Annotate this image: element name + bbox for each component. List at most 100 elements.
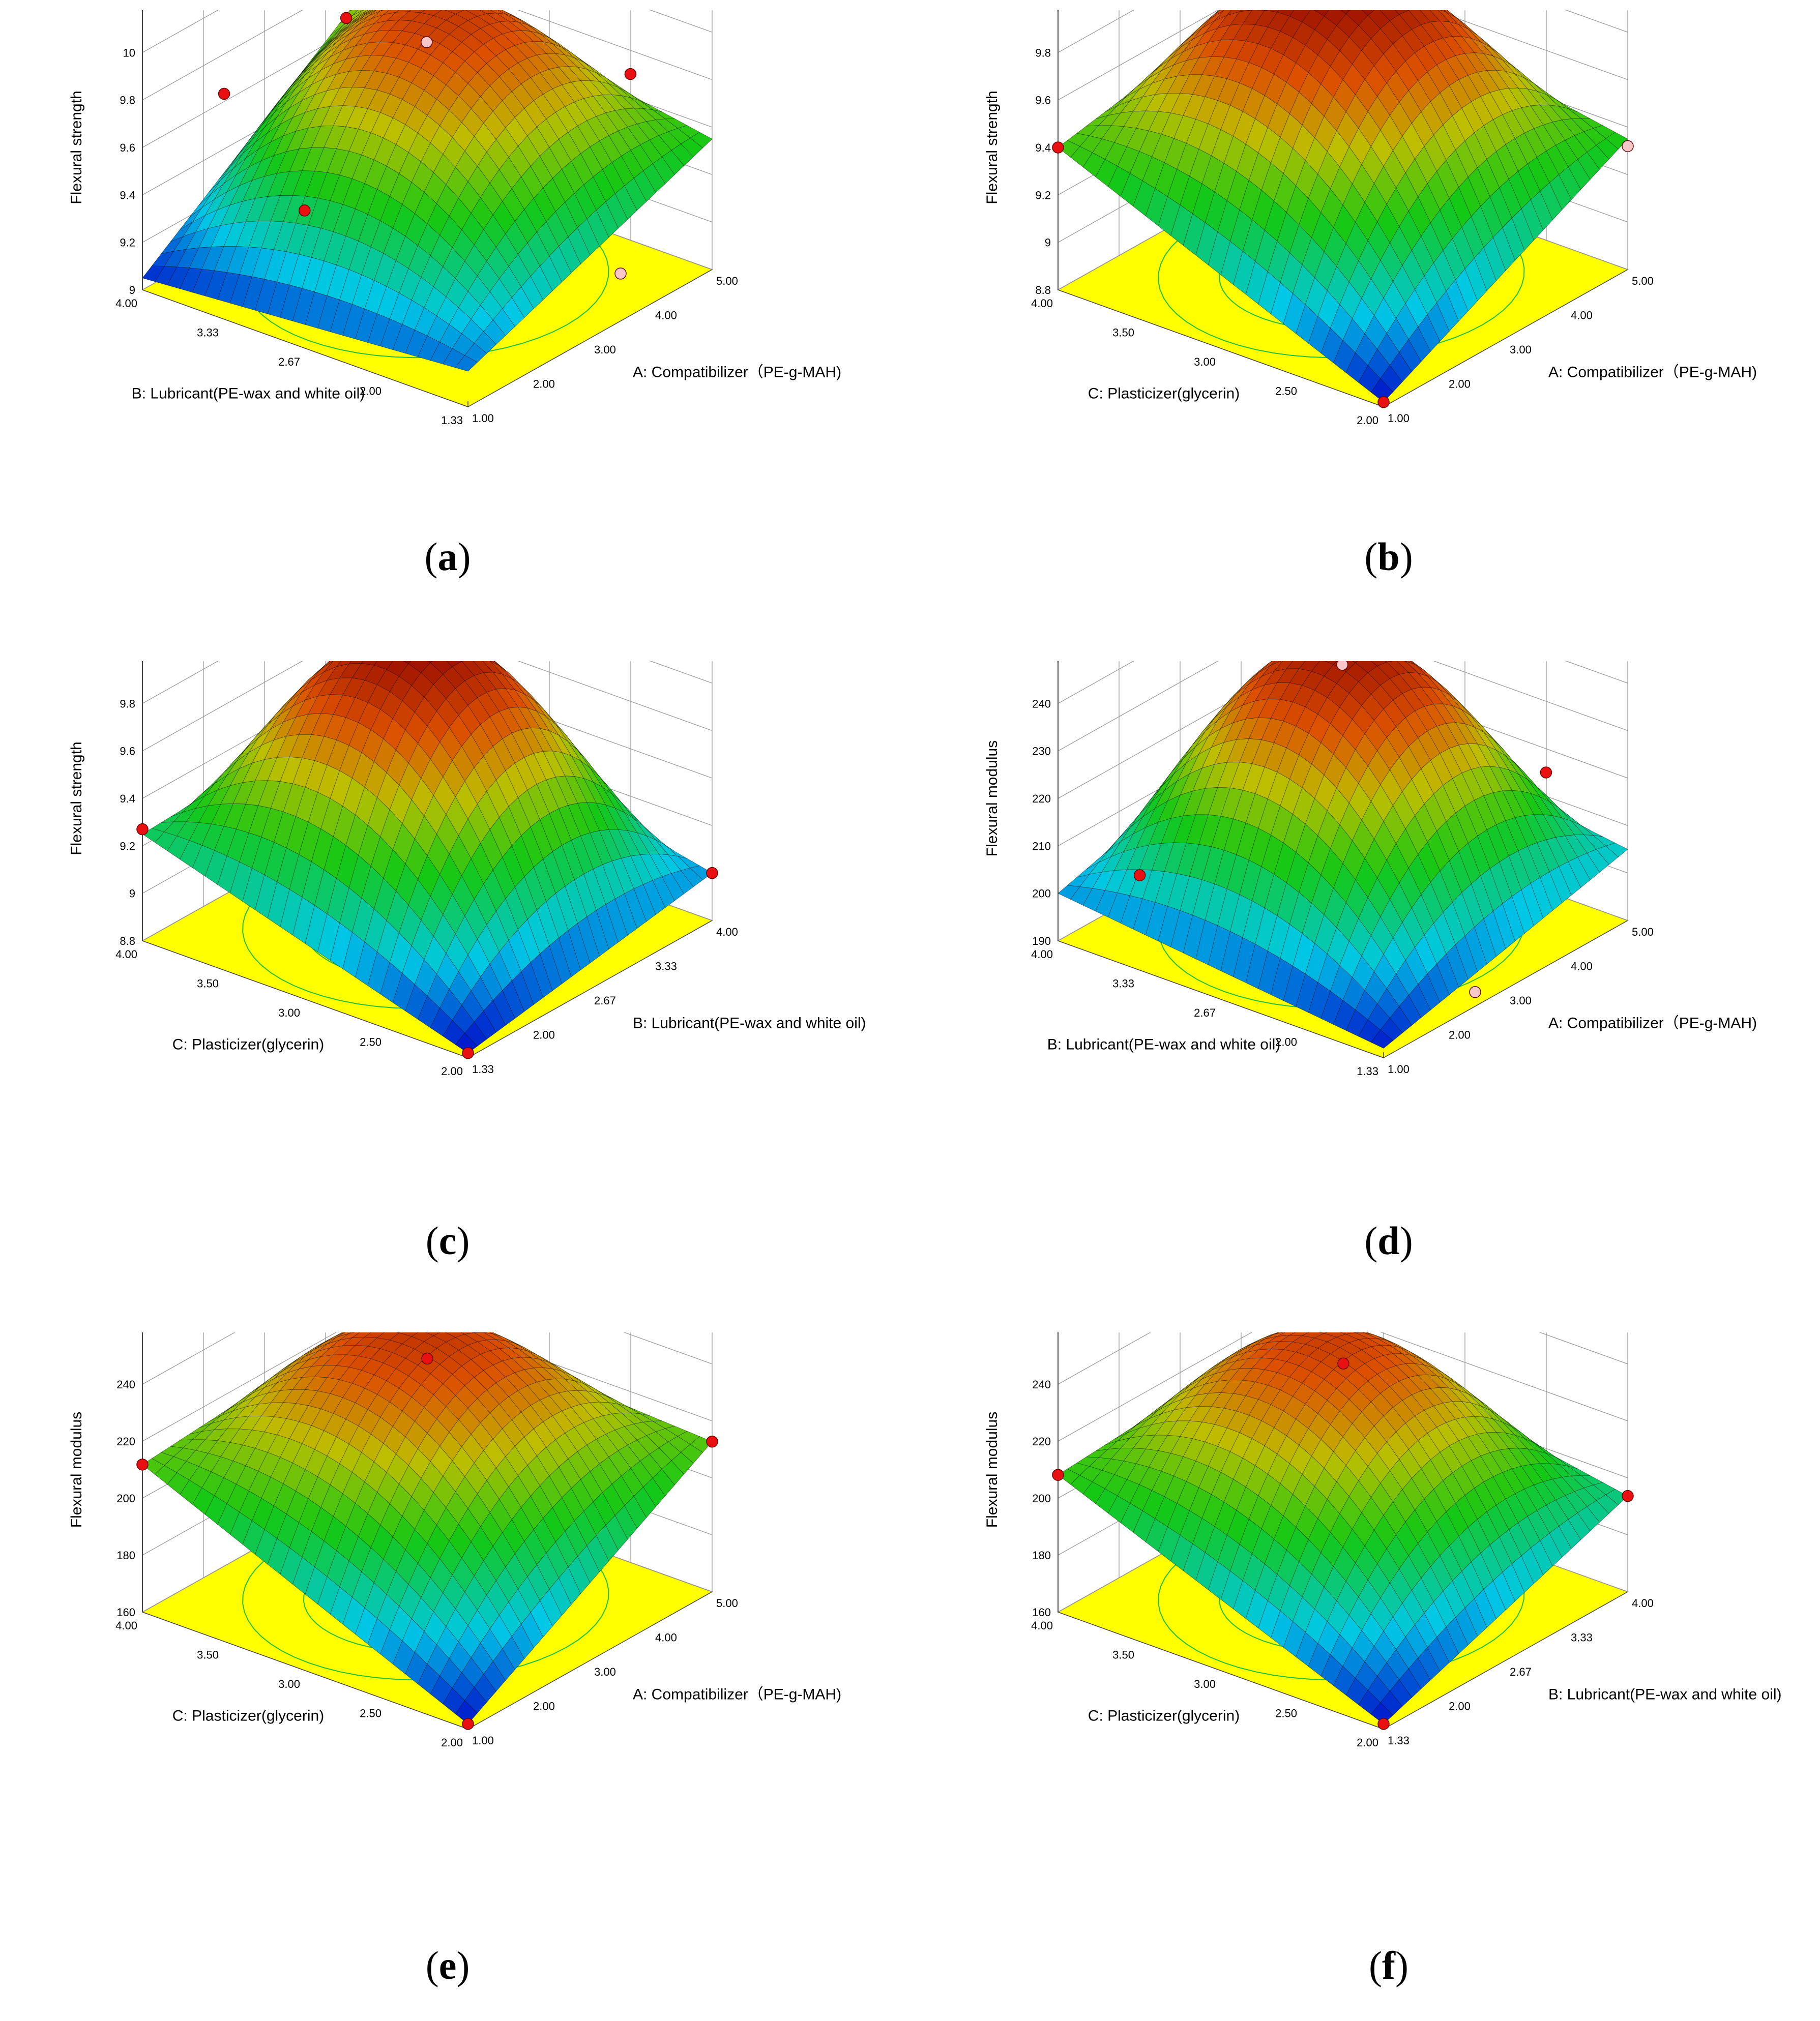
x-tick-label: 1.33 — [1388, 1734, 1410, 1747]
x-tick-labels: 1.00 2.00 3.00 4.00 5.00 — [1388, 275, 1654, 425]
z-tick-label: 240 — [116, 1378, 135, 1391]
design-point — [706, 867, 718, 879]
x-tick-label: 1.00 — [1388, 1063, 1410, 1076]
x-tick-label: 2.67 — [594, 994, 616, 1007]
z-tick-label: 200 — [1032, 887, 1051, 900]
z-tick-label: 180 — [1032, 1549, 1051, 1562]
z-tick-label: 9.8 — [120, 697, 135, 710]
x-tick-label: 2.00 — [1449, 1029, 1471, 1042]
design-point — [1622, 1490, 1634, 1502]
panel-caption: (a) — [424, 534, 471, 579]
z-tick-label: 10.2 — [113, 10, 135, 12]
design-point — [1337, 1357, 1349, 1370]
y-tick-label: 2.00 — [1275, 1036, 1297, 1049]
y-tick-label: 2.00 — [441, 1065, 463, 1078]
panel-caption: (c) — [425, 1218, 470, 1263]
panel-f: 1601802002202402601.332.002.673.334.002.… — [984, 1332, 1782, 1749]
y-tick-label: 2.00 — [1357, 1736, 1378, 1749]
z-tick-label: 9.8 — [120, 94, 135, 107]
x-tick-labels: 1.33 2.00 2.67 3.33 4.00 — [472, 926, 738, 1076]
z-tick-label: 9.4 — [1035, 141, 1051, 154]
surface-cell — [455, 355, 478, 372]
x-tick-label: 3.00 — [594, 343, 616, 356]
z-tick-labels: 9 9.2 9.4 9.6 9.8 10 10.2 — [113, 10, 135, 296]
design-point — [1133, 869, 1146, 881]
grid-line — [142, 1332, 713, 1442]
y-tick-label: 4.00 — [115, 1619, 137, 1632]
response-surface — [142, 1332, 713, 1725]
y-tick-label: 4.00 — [115, 948, 137, 961]
z-tick-label: 220 — [1032, 792, 1051, 805]
design-point — [299, 204, 311, 217]
design-point — [340, 12, 353, 24]
x-tick-label: 2.00 — [533, 1029, 555, 1042]
x-tick-labels: 1.00 2.00 3.00 4.00 5.00 — [472, 275, 738, 425]
y-tick-label: 2.67 — [278, 355, 300, 368]
z-tick-label: 160 — [1032, 1606, 1051, 1619]
z-tick-label: 10 — [123, 46, 135, 59]
z-axis-label: Flexural strength — [68, 91, 85, 204]
x-axis-label: A: Compatibilizer（PE-g-MAH) — [633, 1686, 841, 1703]
x-tick-label: 4.00 — [1632, 1597, 1654, 1610]
z-tick-label: 9.4 — [120, 792, 135, 805]
design-points — [1133, 661, 1552, 998]
y-tick-label: 3.33 — [1112, 977, 1134, 990]
y-tick-label: 3.50 — [1112, 1649, 1134, 1661]
design-points — [1052, 1357, 1634, 1730]
panel-caption-letter: e — [438, 1943, 457, 1987]
y-tick-label: 3.33 — [197, 326, 219, 339]
y-tick-labels: 2.00 2.50 3.00 3.50 4.00 — [115, 948, 463, 1078]
design-point — [462, 1718, 474, 1730]
design-point — [218, 87, 230, 100]
y-axis-label: C: Plasticizer(glycerin) — [172, 1036, 324, 1053]
x-tick-label: 4.00 — [716, 926, 738, 938]
y-axis-label: C: Plasticizer(glycerin) — [1088, 1708, 1240, 1725]
y-tick-label: 1.33 — [1357, 1065, 1378, 1078]
y-tick-labels: 1.33 2.00 2.67 3.33 4.00 — [115, 297, 463, 427]
y-tick-label: 2.67 — [1194, 1006, 1216, 1019]
design-points — [136, 1352, 718, 1730]
grid-line — [1058, 1332, 1628, 1442]
z-tick-labels: 8.8 9 9.2 9.4 9.6 9.8 10 — [1035, 10, 1051, 296]
x-axis-label: A: Compatibilizer（PE-g-MAH) — [633, 364, 841, 381]
x-tick-label: 1.00 — [1388, 412, 1410, 425]
y-axis-label: C: Plasticizer(glycerin) — [172, 1708, 324, 1725]
x-tick-label: 2.67 — [1510, 1666, 1532, 1678]
panel-caption: (e) — [425, 1943, 470, 1987]
x-tick-label: 5.00 — [716, 275, 738, 287]
panel-e: 160 180 200 220 240 260 1.00 2.00 3.00 4.00 5.00 2.… — [68, 1332, 841, 1749]
design-point — [624, 68, 637, 80]
y-tick-label: 3.50 — [1112, 326, 1134, 339]
surface-cell — [1370, 1702, 1394, 1725]
x-axis-label: B: Lubricant(PE-wax and white oil) — [1548, 1686, 1782, 1703]
z-tick-label: 9.6 — [1035, 94, 1051, 107]
design-point — [706, 1435, 718, 1448]
design-point — [1052, 1469, 1064, 1481]
grid-line — [1058, 661, 1628, 752]
design-point — [1052, 141, 1064, 154]
x-tick-labels: 1.00 2.00 3.00 4.00 5.00 — [472, 1597, 738, 1747]
panel-b: 8.8 9 9.2 9.4 9.6 9.8 10 1.00 2.00 3.00 4.00 5.00 2.… — [984, 10, 1757, 427]
y-tick-label: 3.50 — [197, 977, 219, 990]
y-axis-label: B: Lubricant(PE-wax and white oil) — [1047, 1036, 1281, 1053]
panel-caption-letter: f — [1382, 1943, 1395, 1987]
panel-caption: (b) — [1364, 534, 1413, 579]
design-points — [136, 823, 718, 1059]
z-axis-label: Flexural strength — [68, 741, 85, 855]
response-surface — [1058, 10, 1628, 403]
z-tick-label: 220 — [116, 1435, 135, 1448]
design-point — [1377, 396, 1390, 408]
x-tick-label: 5.00 — [716, 1597, 738, 1610]
y-tick-label: 2.50 — [1275, 385, 1297, 398]
z-tick-label: 180 — [116, 1549, 135, 1562]
y-tick-label: 3.00 — [1194, 355, 1216, 368]
surface-cell — [455, 1032, 478, 1054]
grid-line — [1058, 1332, 1628, 1385]
y-tick-label: 3.00 — [1194, 1678, 1216, 1690]
grid-line — [142, 661, 713, 799]
grid-line — [142, 1332, 713, 1385]
x-tick-label: 3.00 — [1510, 994, 1532, 1007]
y-axis-label: B: Lubricant(PE-wax and white oil) — [132, 385, 365, 402]
panel-c: 8.899.29.49.69.8101.332.002.673.334.002.… — [68, 661, 866, 1078]
